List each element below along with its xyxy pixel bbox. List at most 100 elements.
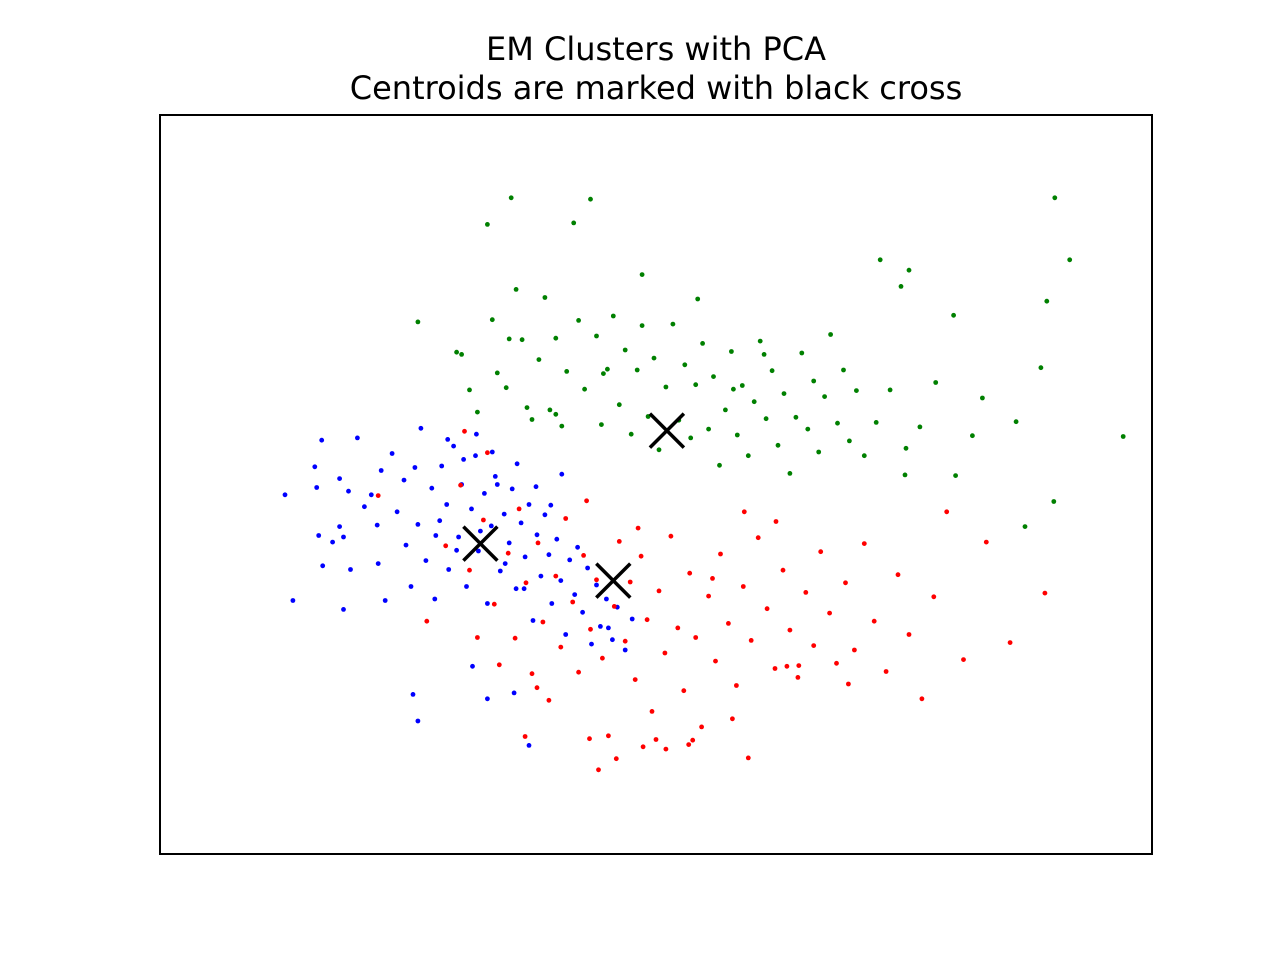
scatter-point [871,618,877,624]
scatter-point [542,512,548,518]
scatter-point [799,350,805,356]
scatter-point [773,519,779,524]
scatter-point [627,579,633,585]
scatter-point [481,517,486,523]
scatter-point [816,449,822,455]
scatter-point [476,548,481,554]
scatter-point [529,671,535,677]
scatter-point [374,522,380,528]
scatter-point [601,371,606,376]
scatter-point [534,532,540,538]
scatter-point [503,385,509,391]
scatter-point [489,449,495,455]
scatter-point [433,533,439,538]
scatter-point [341,534,346,540]
centroid-marker [595,562,632,599]
scatter-point [718,551,723,557]
scatter-point [337,524,342,529]
scatter-point [290,598,296,603]
scatter-point [795,675,801,680]
scatter-point [734,683,739,688]
scatter-point [1022,524,1028,529]
scatter-point [852,647,857,653]
scatter-point [644,617,650,623]
scatter-point [861,453,867,459]
scatter-point [524,405,530,410]
scatter-point [961,657,966,662]
scatter-point [953,473,958,478]
scatter-point [877,257,883,263]
scatter-point [401,477,407,483]
scatter-point [734,432,740,438]
scatter-point [931,594,937,600]
scatter-point [599,422,604,427]
scatter-point [895,572,901,578]
scatter-point [375,493,381,498]
scatter-point [741,509,747,515]
scatter-point [439,463,445,469]
scatter-point [610,313,616,319]
scatter-point [761,352,767,357]
scatter-point [559,423,565,429]
scatter-point [769,368,775,374]
scatter-point [695,296,701,302]
scatter-point [613,756,619,762]
scatter-point [763,416,769,422]
scatter-point [784,663,790,669]
scatter-point [611,604,617,609]
scatter-point [787,627,793,633]
scatter-point [693,382,699,388]
scatter-point [606,733,611,739]
scatter-point [811,643,817,648]
scatter-point [470,663,475,669]
scatter-point [670,321,676,327]
scatter-point [793,414,799,420]
scatter-point [474,431,479,437]
scatter-point [1042,590,1048,596]
scatter-point [668,533,674,539]
scatter-point [518,520,524,526]
scatter-point [706,593,711,599]
scatter-point [834,660,839,666]
scatter-point [553,411,559,417]
scatter-point [639,323,645,328]
scatter-point [605,366,610,372]
scatter-point [835,420,840,426]
scatter-point [755,535,761,541]
scatter-point [681,688,687,694]
scatter-point [394,509,400,515]
scatter-point [796,663,802,668]
scatter-point [690,737,696,743]
scatter-point [740,584,746,589]
scatter-point [723,407,728,413]
centroid-marker [648,412,686,449]
scatter-point [482,491,487,496]
scatter-point [341,607,346,612]
scatter-point [748,638,754,643]
plot-area-frame [159,114,1153,855]
scatter-point [847,438,852,444]
scatter-point [713,658,718,664]
scatter-point [710,576,715,581]
scatter-point [412,465,418,470]
scatter-point [485,450,490,456]
scatter-point [1051,499,1057,504]
scatter-point [827,610,832,616]
scatter-point [745,755,751,761]
scatter-point [314,485,320,490]
scatter-point [622,638,628,644]
scatter-point [456,534,461,540]
scatter-point [933,380,939,385]
scatter-point [546,552,552,558]
scatter-point [638,553,644,559]
scatter-point [538,573,544,579]
scatter-point [410,692,416,697]
scatter-point [632,677,638,682]
scatter-point [489,317,495,323]
scatter-point [454,547,459,553]
scatter-point [983,539,989,545]
scatter-point [443,543,449,549]
scatter-point [512,635,518,641]
scatter-point [488,523,494,529]
scatter-point [529,417,535,422]
